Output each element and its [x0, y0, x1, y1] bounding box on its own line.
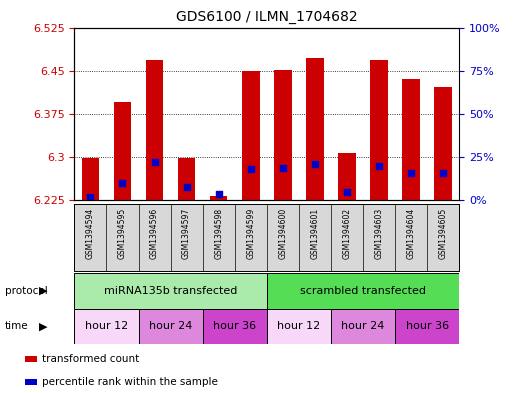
Bar	[210, 196, 227, 200]
Bar	[274, 70, 291, 200]
Text: GSM1394601: GSM1394601	[310, 208, 320, 259]
Bar	[435, 87, 452, 200]
Text: GSM1394597: GSM1394597	[182, 208, 191, 259]
Text: hour 12: hour 12	[85, 321, 128, 331]
Text: GSM1394595: GSM1394595	[118, 208, 127, 259]
Text: scrambled transfected: scrambled transfected	[300, 286, 426, 296]
Text: ▶: ▶	[38, 321, 47, 331]
Point	[279, 164, 287, 171]
Text: hour 36: hour 36	[213, 321, 256, 331]
Bar	[114, 103, 131, 200]
Text: hour 12: hour 12	[277, 321, 321, 331]
Point	[86, 194, 94, 200]
Point	[439, 170, 447, 176]
Text: GSM1394600: GSM1394600	[278, 208, 287, 259]
Text: GSM1394603: GSM1394603	[374, 208, 384, 259]
Bar	[25, 379, 37, 384]
Text: protocol: protocol	[5, 286, 48, 296]
Bar	[82, 158, 99, 200]
Bar	[306, 58, 324, 200]
Point	[247, 166, 255, 173]
Bar	[267, 273, 459, 309]
Bar	[74, 273, 267, 309]
Point	[343, 189, 351, 195]
Bar	[338, 152, 356, 200]
Bar	[178, 158, 195, 200]
Text: time: time	[5, 321, 29, 331]
Bar	[74, 309, 139, 344]
Text: miRNA135b transfected: miRNA135b transfected	[104, 286, 237, 296]
Point	[119, 180, 127, 186]
Bar	[402, 79, 420, 200]
Bar	[370, 61, 388, 200]
Text: hour 24: hour 24	[341, 321, 385, 331]
Title: GDS6100 / ILMN_1704682: GDS6100 / ILMN_1704682	[176, 10, 358, 24]
Bar	[139, 309, 203, 344]
Text: ▶: ▶	[38, 286, 47, 296]
Text: GSM1394598: GSM1394598	[214, 208, 223, 259]
Point	[375, 163, 383, 169]
Bar	[395, 309, 459, 344]
Text: percentile rank within the sample: percentile rank within the sample	[42, 376, 218, 387]
Text: hour 24: hour 24	[149, 321, 192, 331]
Bar	[146, 61, 163, 200]
Text: GSM1394604: GSM1394604	[406, 208, 416, 259]
Bar	[267, 309, 331, 344]
Point	[150, 159, 159, 165]
Text: GSM1394594: GSM1394594	[86, 208, 95, 259]
Point	[183, 184, 191, 190]
Text: GSM1394602: GSM1394602	[342, 208, 351, 259]
Text: GSM1394596: GSM1394596	[150, 208, 159, 259]
Text: GSM1394599: GSM1394599	[246, 208, 255, 259]
Point	[407, 170, 415, 176]
Bar	[242, 71, 260, 200]
Text: transformed count: transformed count	[42, 354, 140, 364]
Bar	[331, 309, 395, 344]
Text: GSM1394605: GSM1394605	[439, 208, 448, 259]
Text: hour 36: hour 36	[405, 321, 449, 331]
Point	[311, 161, 319, 167]
Point	[214, 190, 223, 196]
Bar	[203, 309, 267, 344]
Bar	[25, 356, 37, 362]
